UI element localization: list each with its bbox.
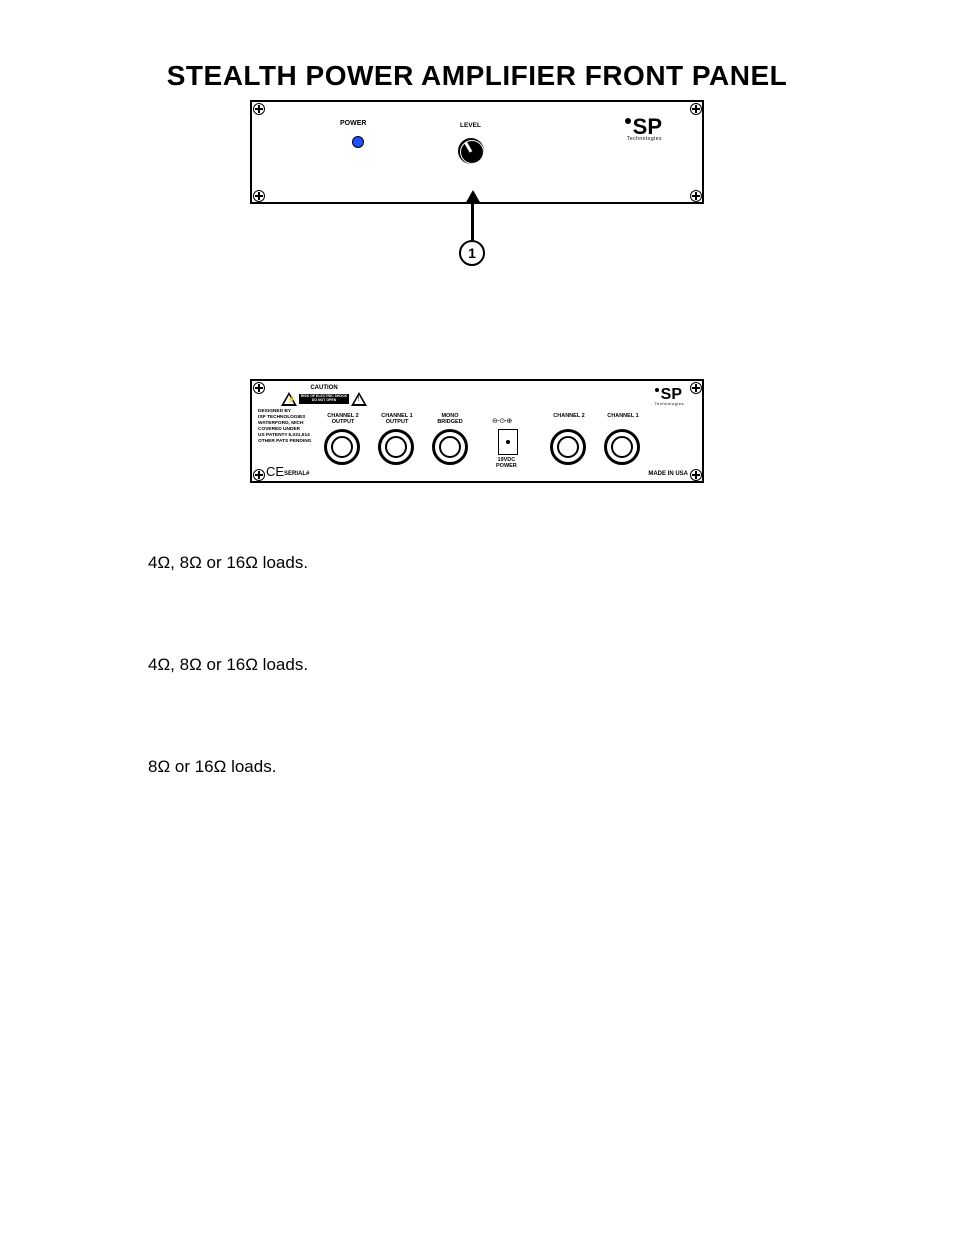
- exclaim-mark: !: [358, 396, 360, 403]
- jack-icon: [378, 429, 414, 465]
- jack-icon: [604, 429, 640, 465]
- power-led-icon: [352, 136, 364, 148]
- screw-icon: [690, 382, 702, 394]
- body-line-3: 8Ω or 16Ω loads.: [60, 757, 894, 777]
- jack-icon: [550, 429, 586, 465]
- jack-label-line1: CHANNEL 2: [548, 413, 590, 419]
- power-jack-label: 19VDC POWER: [496, 457, 517, 470]
- jack-label-line2: BRIDGED: [432, 419, 468, 425]
- power-jack-icon: [498, 429, 518, 455]
- page: STEALTH POWER AMPLIFIER FRONT PANEL POWE…: [0, 0, 954, 919]
- level-knob-icon: [458, 138, 484, 164]
- body-line-1: 4Ω, 8Ω or 16Ω loads.: [60, 553, 894, 573]
- caution-word: CAUTION: [264, 385, 384, 391]
- jack-label-line1: CHANNEL 1: [602, 413, 644, 419]
- isp-logo-rear-icon: SP Technologies: [655, 387, 684, 406]
- power-label: POWER: [340, 120, 366, 127]
- body-text: 4Ω, 8Ω or 16Ω loads. 4Ω, 8Ω or 16Ω loads…: [60, 553, 894, 777]
- jack-label: MONOBRIDGED: [432, 413, 468, 426]
- callout-number: 1: [459, 240, 485, 266]
- screw-icon: [690, 103, 702, 115]
- risk-box: RISK OF ELECTRIC SHOCK DO NOT OPEN: [299, 394, 349, 404]
- caution-block: CAUTION ⚡ RISK OF ELECTRIC SHOCK DO NOT …: [264, 385, 384, 406]
- isp-logo-icon: SP Technologies: [625, 116, 662, 142]
- jack-label: CHANNEL 1: [602, 413, 644, 419]
- arrow-line-icon: [471, 194, 474, 240]
- bolt-mark: ⚡: [287, 396, 296, 404]
- polarity-icon: ⊖-⊙-⊕: [492, 417, 512, 425]
- screw-icon: [253, 382, 265, 394]
- screw-icon: [690, 469, 702, 481]
- design-credits: DESIGNED BYISP TECHNOLOGIESWATERFORD, MI…: [258, 409, 311, 445]
- jack-label: CHANNEL 2: [548, 413, 590, 419]
- warning-exclaim-icon: !: [351, 392, 367, 406]
- serial-label: SERIAL#: [284, 471, 309, 477]
- design-line: OTHER PATS PENDING: [258, 439, 311, 445]
- ce-mark-icon: CE: [266, 464, 284, 479]
- screw-icon: [253, 103, 265, 115]
- jack-icon: [324, 429, 360, 465]
- jack-label-line2: OUTPUT: [322, 419, 364, 425]
- logo-subtext-rear: Technologies: [655, 402, 684, 406]
- body-line-2: 4Ω, 8Ω or 16Ω loads.: [60, 655, 894, 675]
- logo-subtext: Technologies: [625, 137, 662, 142]
- risk-line2: DO NOT OPEN: [301, 399, 347, 403]
- power-jack-label-line2: POWER: [496, 463, 517, 469]
- page-title: STEALTH POWER AMPLIFIER FRONT PANEL: [60, 60, 894, 92]
- jack-label: CHANNEL 1OUTPUT: [376, 413, 418, 426]
- screw-icon: [690, 190, 702, 202]
- front-panel-diagram: POWER LEVEL SP Technologies: [250, 100, 704, 204]
- level-label: LEVEL: [460, 122, 481, 129]
- screw-icon: [253, 190, 265, 202]
- jack-label: CHANNEL 2OUTPUT: [322, 413, 364, 426]
- jack-label-line2: OUTPUT: [376, 419, 418, 425]
- callout-arrow: 1: [252, 204, 702, 274]
- screw-icon: [253, 469, 265, 481]
- jack-icon: [432, 429, 468, 465]
- warning-bolt-icon: ⚡: [281, 392, 297, 406]
- rear-panel-diagram: CAUTION ⚡ RISK OF ELECTRIC SHOCK DO NOT …: [250, 379, 704, 483]
- made-in-label: MADE IN USA: [648, 471, 688, 477]
